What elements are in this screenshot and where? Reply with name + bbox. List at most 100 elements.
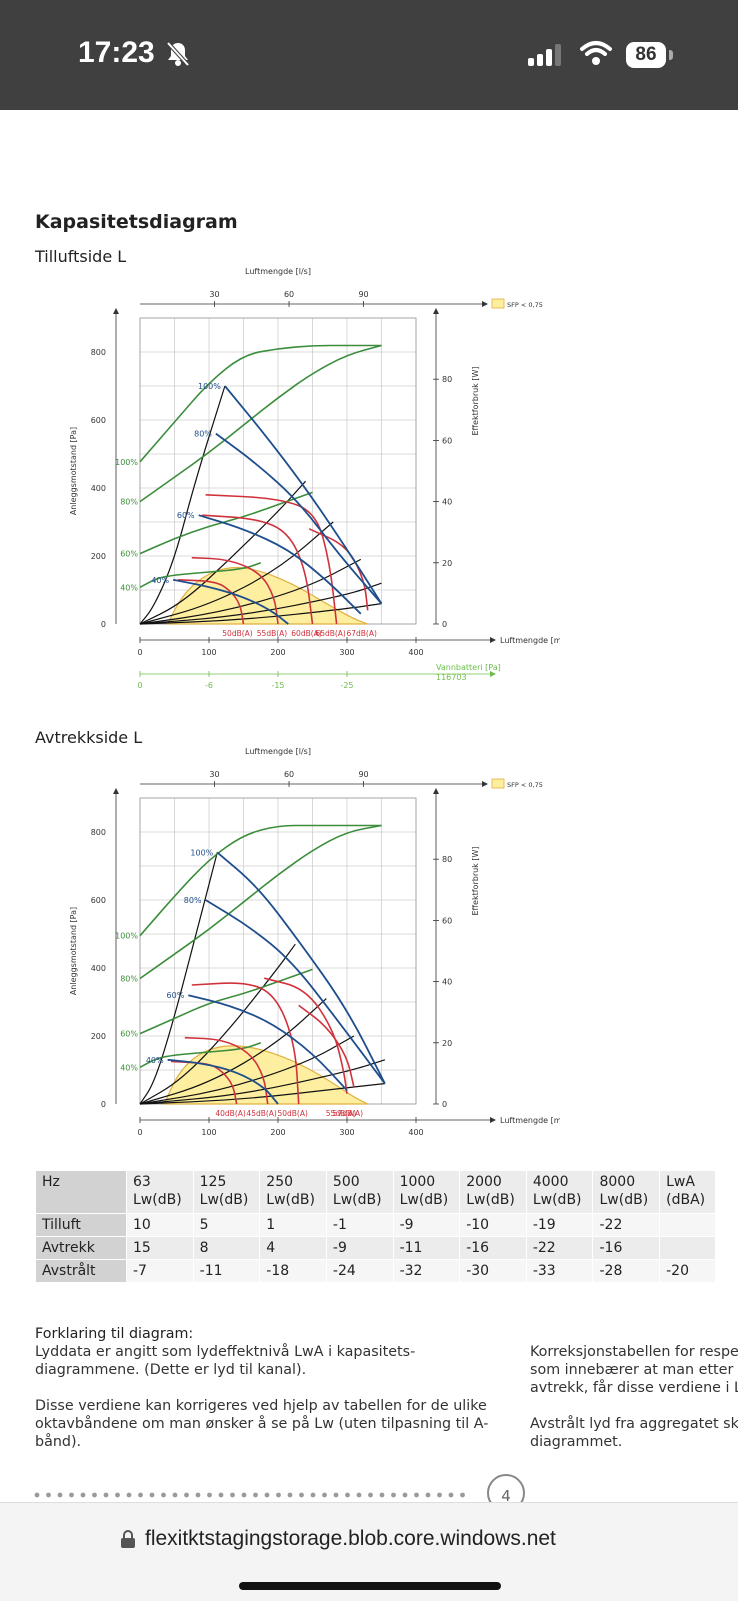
system-curve bbox=[139, 521, 334, 625]
power-label: 80% bbox=[120, 975, 138, 984]
table-cell: -33 bbox=[525, 1259, 594, 1283]
y-axis-label: Anleggsmotstand [Pa] bbox=[69, 427, 78, 515]
y2-axis-label: Effektforbruk [W] bbox=[471, 846, 480, 915]
sound-curve bbox=[298, 1004, 355, 1088]
y-tick-label: 400 bbox=[91, 964, 106, 973]
x-tick-label: 0 bbox=[137, 1128, 142, 1137]
top-axis-arrow bbox=[482, 781, 488, 787]
top-axis-label: Luftmengde [l/s] bbox=[245, 267, 311, 276]
table-cell: 15 bbox=[126, 1236, 194, 1260]
battery-indicator: 86 bbox=[626, 42, 666, 68]
fan-curve bbox=[224, 385, 383, 605]
chart-avtrekkside: 100% 80% 60% 40% 100% 80% 60% 40% 40dB(A) 45dB(A)… bbox=[69, 747, 560, 1137]
fan-curve bbox=[205, 899, 386, 1085]
explanation-right-line: Avstrålt lyd fra aggregatet skal bbox=[530, 1416, 738, 1432]
top-tick-label: 60 bbox=[284, 770, 294, 779]
power-curve bbox=[139, 344, 382, 503]
scroll-dot bbox=[34, 1492, 40, 1498]
power-curve bbox=[139, 1042, 262, 1069]
sound-label: 45dB(A) bbox=[246, 1109, 277, 1118]
table-row: Avstrålt -7 -11 -18 -24 -32 -30 -33 -28 … bbox=[35, 1259, 716, 1283]
sound-correction-table: Hz 63 Lw(dB) 125 Lw(dB) 250 Lw(dB) 500 Lw(dB… bbox=[35, 1170, 716, 1283]
table-cell: 8 bbox=[192, 1236, 261, 1260]
scroll-dot bbox=[276, 1492, 281, 1498]
legend-swatch bbox=[491, 298, 505, 309]
fan-label: 100% bbox=[190, 848, 213, 857]
water-tick-label: 0 bbox=[137, 681, 142, 690]
table-cell bbox=[659, 1236, 716, 1260]
water-axis-arrow bbox=[490, 671, 496, 677]
scroll-dot bbox=[368, 1492, 373, 1498]
y-axis-label: Anleggsmotstand [Pa] bbox=[69, 907, 78, 995]
section-title-tilluft: Tilluftside L bbox=[35, 247, 127, 266]
legend-label: SFP < 0,75 bbox=[507, 301, 543, 309]
scroll-dot bbox=[253, 1492, 258, 1498]
table-header-cell: 1000 Lw(dB) bbox=[392, 1170, 461, 1214]
table-header-hz: Hz bbox=[35, 1170, 127, 1214]
power-curve bbox=[139, 562, 262, 589]
browser-url[interactable]: flexitktstagingstorage.blob.core.windows… bbox=[145, 1527, 556, 1550]
table-cell: -16 bbox=[592, 1236, 661, 1260]
fan-label: 40% bbox=[146, 1056, 164, 1065]
y-axis-arrow bbox=[113, 788, 119, 794]
x-tick-label: 200 bbox=[270, 1128, 285, 1137]
table-cell: 5 bbox=[192, 1213, 261, 1237]
y2-tick-label: 60 bbox=[442, 916, 452, 925]
explanation-right-line: avtrekk, får disse verdiene i Lw bbox=[530, 1380, 738, 1396]
y-axis-arrow bbox=[113, 308, 119, 314]
sound-label: 67dB(A) bbox=[346, 629, 377, 638]
table-cell: -22 bbox=[592, 1213, 661, 1237]
table-cell: -24 bbox=[325, 1259, 394, 1283]
table-header-cell: 250 Lw(dB) bbox=[259, 1170, 327, 1214]
power-curve bbox=[139, 968, 313, 1035]
y2-tick-label: 0 bbox=[442, 1100, 447, 1109]
y2-tick-label: 80 bbox=[442, 855, 452, 864]
power-label: 40% bbox=[120, 583, 138, 592]
explanation-right: Korreksjonstabellen for respe som innebæ… bbox=[530, 1343, 738, 1451]
table-cell: -22 bbox=[525, 1236, 594, 1260]
scroll-dot bbox=[414, 1492, 419, 1498]
table-header-cell: 8000 Lw(dB) bbox=[592, 1170, 661, 1214]
fan-curve bbox=[198, 514, 362, 615]
power-curve bbox=[139, 824, 382, 980]
status-bar: 17:23 86 bbox=[0, 0, 738, 110]
system-curve bbox=[139, 582, 382, 625]
system-curve bbox=[139, 558, 362, 625]
scroll-dot bbox=[184, 1492, 189, 1498]
chart-tilluftside: 100% 80% 60% 40% 100% 80% 60% 40% 50dB(A) 55dB(A)… bbox=[69, 267, 560, 690]
x-tick-label: 300 bbox=[339, 1128, 354, 1137]
scroll-dot bbox=[46, 1492, 51, 1498]
table-header-row: Hz 63 Lw(dB) 125 Lw(dB) 250 Lw(dB) 500 Lw(dB… bbox=[35, 1170, 716, 1214]
sound-label: 65dB(A) bbox=[315, 629, 346, 638]
x-axis-label: Luftmengde [m³/h] bbox=[500, 636, 560, 645]
water-tick-label: -15 bbox=[271, 681, 284, 690]
power-label: 100% bbox=[115, 458, 138, 467]
x-tick-label: 0 bbox=[137, 648, 142, 657]
table-header-cell: 63 Lw(dB) bbox=[126, 1170, 194, 1214]
table-header-cell: 4000 Lw(dB) bbox=[525, 1170, 594, 1214]
water-axis-code: 116703 bbox=[436, 673, 467, 682]
sound-curve bbox=[205, 494, 338, 625]
table-cell: -1 bbox=[325, 1213, 394, 1237]
y2-tick-label: 0 bbox=[442, 620, 447, 629]
y2-tick-label: 40 bbox=[442, 978, 452, 987]
table-row-label: Tilluft bbox=[35, 1213, 127, 1237]
table-cell: -32 bbox=[392, 1259, 461, 1283]
system-curve bbox=[139, 943, 296, 1105]
home-indicator[interactable] bbox=[239, 1582, 501, 1590]
power-curve bbox=[139, 344, 382, 463]
y-tick-label: 600 bbox=[91, 416, 106, 425]
table-cell: -18 bbox=[259, 1259, 327, 1283]
y-tick-label: 200 bbox=[91, 552, 106, 561]
table-row: Tilluft 10 5 1 -1 -9 -10 -19 -22 bbox=[35, 1213, 716, 1237]
power-label: 40% bbox=[120, 1063, 138, 1072]
table-header-cell: 500 Lw(dB) bbox=[325, 1170, 394, 1214]
table-cell: -28 bbox=[592, 1259, 661, 1283]
y-tick-label: 600 bbox=[91, 896, 106, 905]
legend-swatch bbox=[491, 778, 505, 789]
y2-tick-label: 60 bbox=[442, 436, 452, 445]
sound-curve bbox=[202, 514, 314, 625]
y2-axis-arrow bbox=[433, 308, 439, 314]
scroll-dot bbox=[345, 1492, 350, 1498]
table-cell: -20 bbox=[659, 1259, 716, 1283]
